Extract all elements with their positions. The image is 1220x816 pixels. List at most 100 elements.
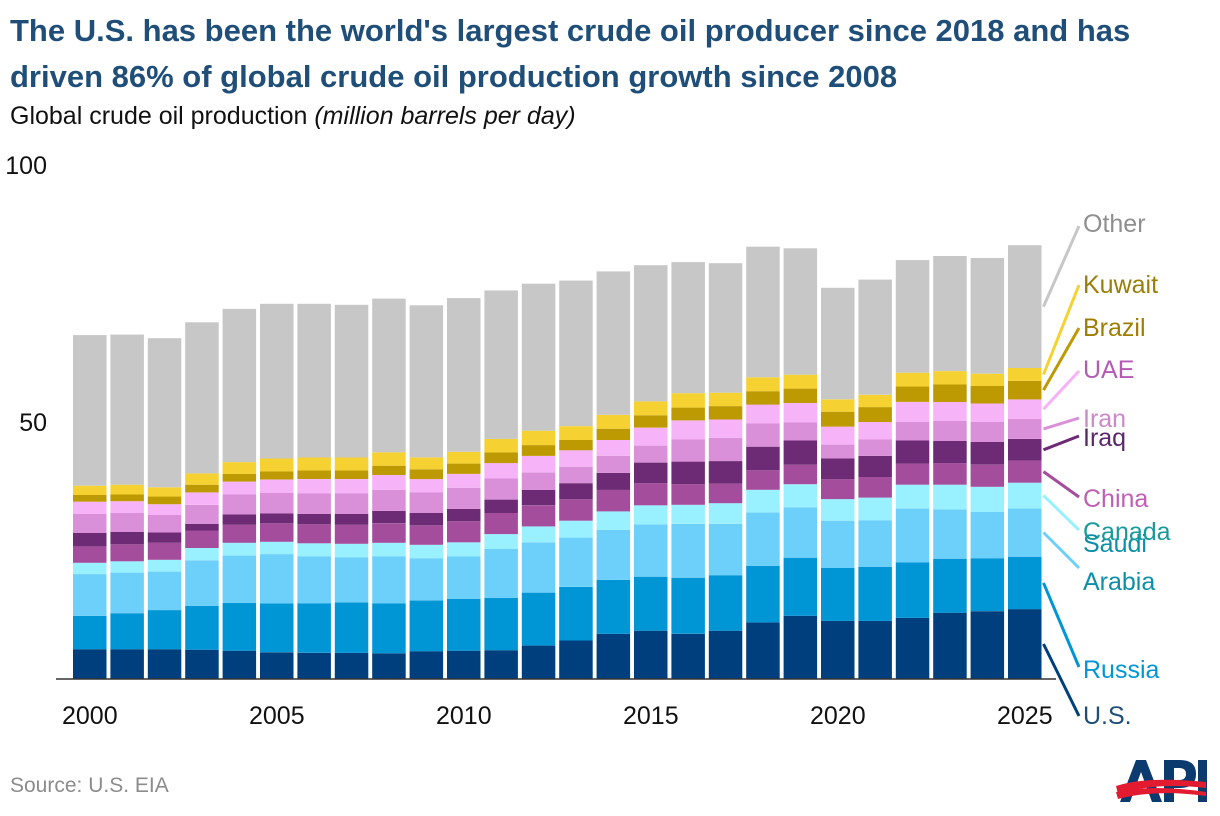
bar-canada-2024 bbox=[970, 486, 1005, 512]
bar-iraq-2013 bbox=[559, 483, 593, 500]
subtitle-label: Global crude oil production bbox=[10, 102, 308, 130]
bar-russia-2008 bbox=[372, 603, 406, 654]
bar-iran-2004 bbox=[222, 494, 257, 515]
bar-uae-2013 bbox=[559, 450, 593, 467]
bar-russia-2020 bbox=[821, 568, 855, 621]
bar-iran-2019 bbox=[783, 422, 818, 441]
bar-uae-2014 bbox=[596, 440, 631, 456]
bar-iran-2021 bbox=[858, 439, 892, 456]
bar-u-s-2006 bbox=[297, 652, 331, 679]
bar-russia-2023 bbox=[933, 558, 967, 613]
bar-iraq-2018 bbox=[746, 446, 780, 471]
leader-line-kuwait bbox=[1042, 284, 1081, 376]
bar-brazil-2012 bbox=[521, 445, 556, 456]
bar-uae-2001 bbox=[110, 501, 144, 513]
bar-brazil-2021 bbox=[858, 407, 892, 422]
bar-uae-2017 bbox=[708, 419, 743, 438]
bar-china-2002 bbox=[147, 542, 182, 560]
x-tick-label-2025: 2025 bbox=[997, 702, 1053, 730]
bar-iran-2020 bbox=[821, 444, 855, 459]
bar-other-2013 bbox=[559, 280, 593, 427]
leader-line-iran bbox=[1043, 416, 1080, 431]
bar-china-2024 bbox=[970, 464, 1005, 487]
bar-u-s-2009 bbox=[409, 651, 444, 679]
bar-china-2018 bbox=[746, 470, 780, 490]
bar-china-2016 bbox=[671, 484, 705, 505]
bar-canada-2023 bbox=[933, 484, 967, 510]
bar-saudi-arabia-2009 bbox=[409, 558, 444, 601]
bar-other-2018 bbox=[746, 246, 780, 378]
bar-brazil-2025 bbox=[1008, 380, 1042, 400]
bar-u-s-2008 bbox=[372, 653, 406, 679]
bar-kuwait-2016 bbox=[671, 393, 705, 408]
bar-other-2003 bbox=[185, 322, 219, 474]
bar-kuwait-2010 bbox=[447, 451, 481, 464]
bar-other-2016 bbox=[671, 262, 705, 394]
bar-china-2023 bbox=[933, 463, 967, 485]
bar-brazil-2015 bbox=[634, 415, 668, 428]
bar-iraq-2004 bbox=[222, 514, 257, 525]
bar-iraq-2001 bbox=[110, 532, 144, 545]
bar-uae-2012 bbox=[521, 455, 556, 473]
bar-russia-2013 bbox=[559, 587, 593, 641]
bar-brazil-2024 bbox=[970, 386, 1005, 404]
bar-other-2007 bbox=[334, 304, 369, 458]
bar-brazil-2016 bbox=[671, 407, 705, 421]
leader-line-iraq bbox=[1042, 434, 1080, 452]
bar-iran-2006 bbox=[297, 493, 331, 514]
bar-uae-2024 bbox=[970, 403, 1005, 422]
bar-other-2015 bbox=[634, 265, 668, 402]
bar-russia-2002 bbox=[147, 610, 182, 650]
bar-canada-2006 bbox=[297, 543, 331, 557]
bar-iraq-2019 bbox=[783, 440, 818, 465]
bar-uae-2007 bbox=[334, 479, 369, 494]
bar-canada-2005 bbox=[260, 541, 294, 555]
bar-russia-2003 bbox=[185, 606, 219, 650]
bar-china-2000 bbox=[73, 546, 107, 563]
legend-label-iran: Iran bbox=[1083, 405, 1126, 433]
bar-uae-2018 bbox=[746, 404, 780, 424]
bar-iraq-2002 bbox=[147, 532, 182, 543]
bar-iraq-2024 bbox=[970, 442, 1005, 465]
bar-other-2025 bbox=[1008, 245, 1042, 368]
bar-kuwait-2012 bbox=[521, 430, 556, 446]
bar-other-2012 bbox=[521, 283, 556, 431]
bar-other-2004 bbox=[222, 308, 257, 463]
bar-iraq-2017 bbox=[708, 461, 743, 484]
bar-brazil-2011 bbox=[484, 452, 518, 464]
bar-kuwait-2007 bbox=[334, 457, 369, 471]
bar-other-2023 bbox=[933, 256, 967, 372]
bar-other-2002 bbox=[147, 338, 182, 488]
leader-line-uae bbox=[1042, 369, 1081, 411]
bar-iraq-2008 bbox=[372, 510, 406, 524]
bar-u-s-2007 bbox=[334, 652, 369, 679]
bar-iran-2025 bbox=[1008, 418, 1042, 439]
bar-canada-2004 bbox=[222, 542, 257, 556]
bar-saudi-arabia-2014 bbox=[596, 529, 631, 580]
bar-canada-2000 bbox=[73, 562, 107, 575]
bar-brazil-2019 bbox=[783, 388, 818, 403]
bar-other-2022 bbox=[895, 260, 930, 373]
bar-kuwait-2006 bbox=[297, 457, 331, 471]
bar-china-2025 bbox=[1008, 460, 1042, 483]
bar-saudi-arabia-2017 bbox=[708, 523, 743, 576]
legend-label-kuwait: Kuwait bbox=[1083, 271, 1158, 299]
bar-uae-2004 bbox=[222, 481, 257, 495]
bar-saudi-arabia-2019 bbox=[783, 507, 818, 558]
bar-iraq-2011 bbox=[484, 499, 518, 513]
bar-russia-2019 bbox=[783, 557, 818, 616]
bar-kuwait-2020 bbox=[821, 399, 855, 412]
bar-china-2003 bbox=[185, 530, 219, 548]
bar-china-2007 bbox=[334, 524, 369, 544]
bar-kuwait-2001 bbox=[110, 484, 144, 495]
bar-u-s-2001 bbox=[110, 649, 144, 679]
bar-saudi-arabia-2000 bbox=[73, 574, 107, 616]
bar-canada-2011 bbox=[484, 534, 518, 549]
bar-u-s-2021 bbox=[858, 620, 892, 679]
bar-china-2020 bbox=[821, 479, 855, 500]
bar-saudi-arabia-2013 bbox=[559, 537, 593, 587]
bar-u-s-2011 bbox=[484, 650, 518, 679]
bar-iran-2010 bbox=[447, 487, 481, 509]
bar-iraq-2014 bbox=[596, 472, 631, 490]
